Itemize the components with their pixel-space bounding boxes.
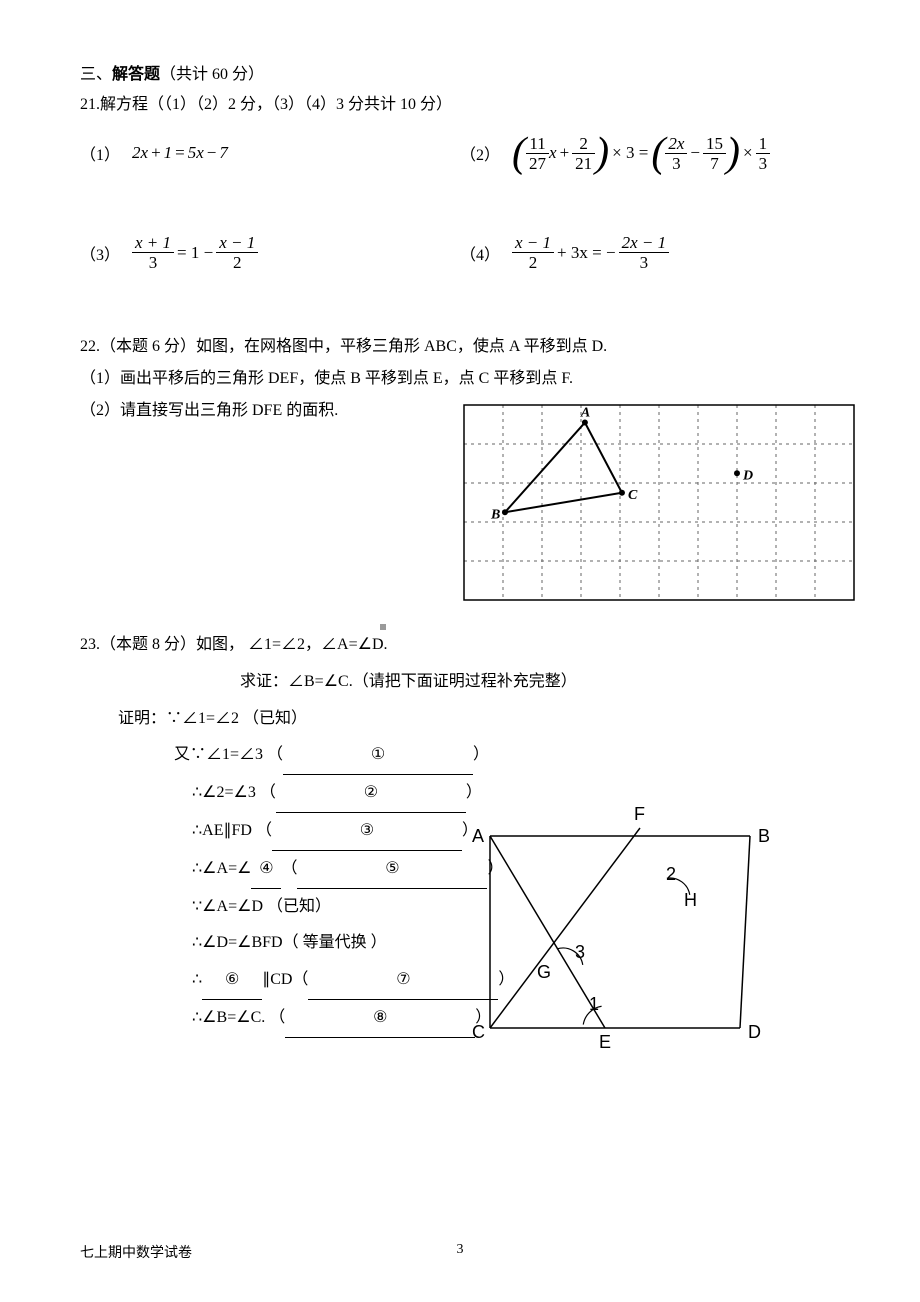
page-footer: 七上期中数学试卷 3 bbox=[80, 1242, 840, 1262]
section-points: （共计 60 分） bbox=[160, 66, 264, 83]
blank-3[interactable]: ③ bbox=[272, 813, 462, 851]
q23-proof-2: 又∵∠1=∠3 （①） bbox=[80, 737, 840, 775]
blank-6[interactable]: ⑥ bbox=[202, 962, 262, 1000]
q22-grid-figure: A B C D bbox=[460, 401, 860, 611]
svg-text:H: H bbox=[684, 890, 697, 910]
q22-line1: 22.（本题 6 分）如图，在网格图中，平移三角形 ABC，使点 A 平移到点 … bbox=[80, 331, 840, 363]
q21-eq1-expr: 2x + 1 = 5x − 7 bbox=[132, 143, 228, 163]
q21-eq2-label: （2） bbox=[460, 141, 500, 165]
footer-title: 七上期中数学试卷 bbox=[80, 1242, 192, 1262]
section-title: 解答题 bbox=[112, 66, 160, 83]
q21-row-1: （1） 2x + 1 = 5x − 7 （2） ( 1127 x + 221 )… bbox=[80, 132, 840, 174]
q22-line2: （1）画出平移后的三角形 DEF，使点 B 平移到点 E，点 C 平移到点 F. bbox=[80, 363, 840, 395]
svg-text:A: A bbox=[580, 406, 590, 421]
blank-1[interactable]: ① bbox=[283, 737, 473, 775]
svg-text:C: C bbox=[628, 488, 638, 503]
svg-text:E: E bbox=[599, 1032, 611, 1052]
blank-8[interactable]: ⑧ bbox=[285, 1000, 475, 1038]
q21-eq3-label: （3） bbox=[80, 241, 120, 265]
q21-eq4: （4） x − 12 + 3x = − 2x − 13 bbox=[460, 234, 840, 271]
q23-intro: 23.（本题 8 分）如图， ∠1=∠2，∠A=∠D. bbox=[80, 627, 840, 664]
blank-5[interactable]: ⑤ bbox=[297, 851, 487, 889]
q23-qiuzheng: 求证：∠B=∠C.（请把下面证明过程补充完整） bbox=[80, 664, 840, 701]
svg-text:C: C bbox=[472, 1022, 485, 1042]
blank-2[interactable]: ② bbox=[276, 775, 466, 813]
q21-eq4-expr: x − 12 + 3x = − 2x − 13 bbox=[512, 234, 669, 271]
svg-text:3: 3 bbox=[575, 942, 585, 962]
q21-eq3-expr: x + 13 = 1 − x − 12 bbox=[132, 234, 258, 271]
section-number: 三、 bbox=[80, 66, 112, 83]
decorative-square bbox=[380, 624, 386, 630]
q21-eq1: （1） 2x + 1 = 5x − 7 bbox=[80, 132, 460, 174]
svg-text:2: 2 bbox=[666, 864, 676, 884]
svg-text:F: F bbox=[634, 804, 645, 824]
q21-eq2-expr: ( 1127 x + 221 ) × 3 = ( 2x3 − 157 ) × 1… bbox=[512, 132, 770, 174]
svg-text:D: D bbox=[742, 468, 753, 483]
q21-eq3: （3） x + 13 = 1 − x − 12 bbox=[80, 234, 460, 271]
q21-eq2: （2） ( 1127 x + 221 ) × 3 = ( 2x3 − 157 )… bbox=[460, 132, 840, 174]
svg-text:D: D bbox=[748, 1022, 761, 1042]
q23-geometry-figure: A F B C E D G H 1 2 3 bbox=[470, 798, 780, 1058]
svg-text:G: G bbox=[537, 962, 551, 982]
footer-page-number: 3 bbox=[457, 1242, 464, 1258]
svg-text:A: A bbox=[472, 826, 484, 846]
q21-row-2: （3） x + 13 = 1 − x − 12 （4） x − 12 + 3x … bbox=[80, 234, 840, 271]
q21-eq4-label: （4） bbox=[460, 241, 500, 265]
q23-proof-1: 证明：∵∠1=∠2 （已知） bbox=[80, 701, 840, 738]
q21-eq1-label: （1） bbox=[80, 141, 120, 165]
svg-text:1: 1 bbox=[589, 994, 599, 1014]
svg-text:B: B bbox=[490, 507, 500, 522]
q21-intro: 21.解方程（（1）（2）2 分，（3）（4）3 分共计 10 分） bbox=[80, 90, 840, 114]
blank-4[interactable]: ④ bbox=[251, 851, 281, 889]
svg-text:B: B bbox=[758, 826, 770, 846]
q22-block: 22.（本题 6 分）如图，在网格图中，平移三角形 ABC，使点 A 平移到点 … bbox=[80, 331, 840, 427]
section-heading: 三、解答题（共计 60 分） bbox=[80, 60, 840, 84]
